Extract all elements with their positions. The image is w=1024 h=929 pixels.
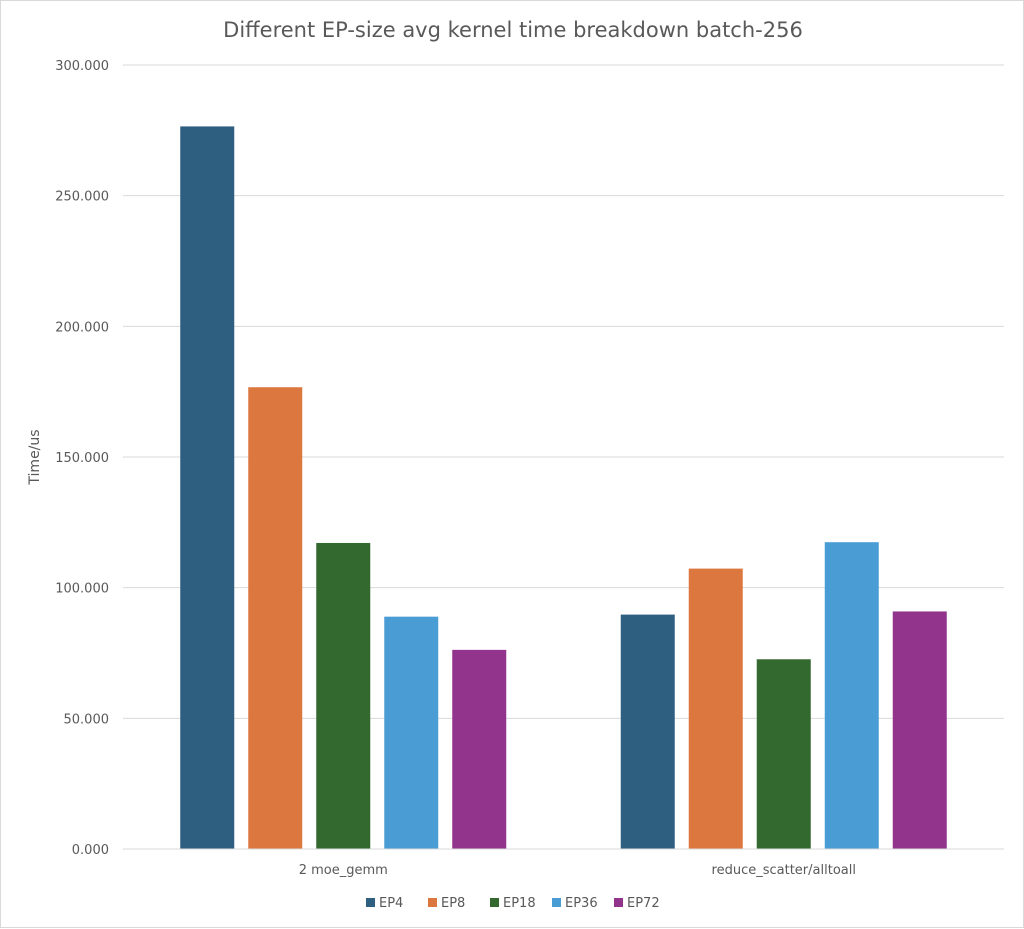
legend-swatch-ep36 bbox=[552, 898, 561, 907]
bars bbox=[180, 126, 947, 849]
legend-label-ep4: EP4 bbox=[379, 896, 403, 911]
y-tick-label: 300.000 bbox=[55, 59, 109, 74]
bar-ep18-1 bbox=[316, 542, 371, 849]
legend-swatch-ep72 bbox=[614, 898, 623, 907]
y-axis-label: Time/us bbox=[27, 429, 43, 485]
x-category-label: 2 moe_gemm bbox=[299, 863, 388, 878]
bar-ep36-2 bbox=[824, 542, 879, 849]
legend-label-ep18: EP18 bbox=[503, 896, 536, 911]
legend-swatch-ep4 bbox=[366, 898, 375, 907]
y-tick-label: 150.000 bbox=[55, 451, 109, 466]
y-tick-label: 250.000 bbox=[55, 190, 109, 205]
y-tick-label: 200.000 bbox=[55, 320, 109, 335]
legend-label-ep72: EP72 bbox=[627, 896, 660, 911]
y-tick-label: 50.000 bbox=[64, 712, 110, 727]
bar-ep18-2 bbox=[756, 659, 811, 849]
bar-ep8-1 bbox=[248, 387, 303, 849]
legend-swatch-ep8 bbox=[428, 898, 437, 907]
legend-swatch-ep18 bbox=[490, 898, 499, 907]
y-tick-label: 100.000 bbox=[55, 582, 109, 597]
x-category-label: reduce_scatter/alltoall bbox=[712, 863, 856, 878]
bar-ep36-1 bbox=[384, 616, 439, 849]
bar-ep4-1 bbox=[180, 126, 235, 849]
chart-title: Different EP-size avg kernel time breakd… bbox=[223, 18, 803, 42]
bar-ep4-2 bbox=[620, 614, 675, 849]
bar-ep8-2 bbox=[688, 568, 743, 849]
y-tick-label: 0.000 bbox=[72, 843, 109, 858]
legend: EP4 EP8 EP18 EP36 EP72 bbox=[366, 896, 660, 911]
bar-ep72-1 bbox=[452, 649, 507, 849]
x-axis-categories: 2 moe_gemm reduce_scatter/alltoall bbox=[299, 863, 856, 878]
y-axis-ticks: 0.000 50.000 100.000 150.000 200.000 250.000 3… bbox=[55, 59, 109, 858]
bar-ep72-2 bbox=[892, 611, 947, 849]
legend-label-ep36: EP36 bbox=[565, 896, 598, 911]
legend-label-ep8: EP8 bbox=[441, 896, 465, 911]
